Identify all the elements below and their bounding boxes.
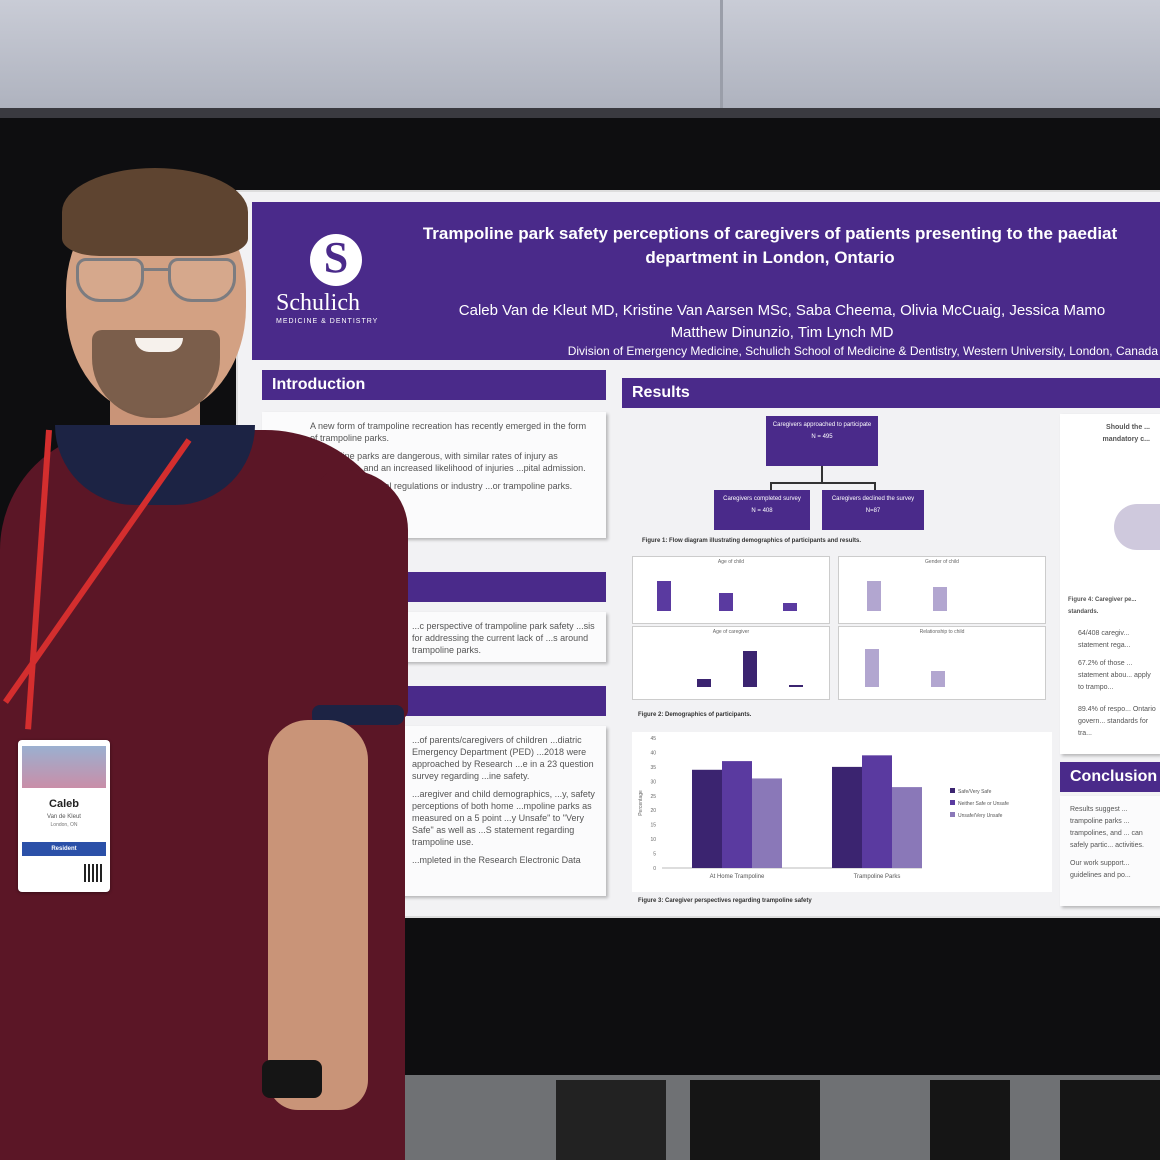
name-badge: Caleb Van de Kleut London, ON Resident xyxy=(18,740,110,892)
figure1-caption: Figure 1: Flow diagram illustrating demo… xyxy=(642,538,862,544)
flow-connector xyxy=(821,466,823,482)
figure3-caption: Figure 3: Caregiver perspectives regardi… xyxy=(638,898,812,904)
bar xyxy=(867,581,881,611)
bar xyxy=(933,587,947,611)
bar xyxy=(862,755,892,868)
bar xyxy=(722,761,752,868)
y-tick-label: 10 xyxy=(650,837,656,843)
conclusion-box: Results suggest ... trampoline parks ...… xyxy=(1060,796,1160,906)
badge-banner-image xyxy=(22,746,106,788)
flow-box-declined: Caregivers declined the survey N=87 xyxy=(822,490,924,530)
mini-chart-relationship: Relationship to child xyxy=(838,626,1046,700)
bar xyxy=(657,581,671,611)
flow-connector xyxy=(874,482,876,490)
mini-chart-age-of-child: Age of child xyxy=(632,556,830,624)
legend-swatch xyxy=(950,812,955,817)
bar xyxy=(692,769,722,868)
bar xyxy=(789,685,803,687)
poster-header: S Schulich MEDICINE & DENTISTRY Trampoli… xyxy=(252,202,1160,360)
bar xyxy=(783,603,797,611)
badge-last-name: Van de Kleut xyxy=(47,814,81,820)
board-frame xyxy=(0,108,1160,118)
badge-role: Resident xyxy=(22,842,106,856)
y-tick-label: 30 xyxy=(650,779,656,785)
introduction-heading: Introduction xyxy=(262,370,606,400)
logo-text: Schulich xyxy=(276,290,360,316)
y-tick-label: 25 xyxy=(650,794,656,800)
bar xyxy=(719,593,733,611)
logo-subtext: MEDICINE & DENTISTRY xyxy=(276,318,379,325)
right-results-box: Should the ... mandatory c... Figure 4: … xyxy=(1060,414,1160,754)
watch-icon xyxy=(262,1060,322,1098)
results-heading: Results xyxy=(622,378,1160,408)
ceiling xyxy=(0,0,1160,110)
bar xyxy=(752,778,782,868)
visitor-legs xyxy=(690,1080,820,1160)
x-tick-label: At Home Trampoline xyxy=(710,874,765,880)
y-axis-label: Percentage xyxy=(638,790,644,816)
bar xyxy=(931,671,945,687)
flow-connector xyxy=(770,482,772,490)
bar xyxy=(697,679,711,687)
person-hair xyxy=(62,168,248,256)
legend-swatch xyxy=(950,788,955,793)
mini-chart-gender-of-child: Gender of child xyxy=(838,556,1046,624)
visitor-legs xyxy=(1060,1080,1160,1160)
flow-box-approached: Caregivers approached to participate N =… xyxy=(766,416,878,466)
schulich-logo-icon xyxy=(310,234,362,286)
poster-authors: Caleb Van de Kleut MD, Kristine Van Aars… xyxy=(458,302,1106,341)
bar xyxy=(743,651,757,687)
bar xyxy=(865,649,879,687)
bar xyxy=(892,787,922,868)
research-poster: S Schulich MEDICINE & DENTISTRY Trampoli… xyxy=(238,192,1160,916)
flow-connector xyxy=(770,482,876,484)
safety-perception-chart: 45 40 35 30 25 20 15 10 5 0 Percentage At Home Tram… xyxy=(632,732,1052,892)
mini-chart-age-of-caregiver: Age of caregiver xyxy=(632,626,830,700)
legend-label: Unsafe/Very Unsafe xyxy=(958,813,1003,819)
y-tick-label: 20 xyxy=(650,808,656,814)
flow-box-completed: Caregivers completed survey N = 408 xyxy=(714,490,810,530)
glasses-icon xyxy=(76,258,240,304)
y-tick-label: 5 xyxy=(653,852,656,858)
visitor-legs xyxy=(556,1080,666,1160)
legend-label: Safe/Very Safe xyxy=(958,789,992,795)
y-tick-label: 15 xyxy=(650,823,656,829)
badge-first-name: Caleb xyxy=(49,798,79,810)
legend-swatch xyxy=(950,800,955,805)
y-tick-label: 40 xyxy=(650,750,656,756)
badge-city: London, ON xyxy=(50,822,78,828)
schulich-logo-mark: S xyxy=(323,233,349,282)
pie-chart xyxy=(1114,504,1160,550)
x-tick-label: Trampoline Parks xyxy=(854,874,901,880)
y-tick-label: 45 xyxy=(650,736,656,742)
shirt-sleeve xyxy=(318,470,408,720)
legend-label: Neither Safe or Unsafe xyxy=(958,801,1009,807)
qr-code-icon xyxy=(84,864,102,882)
y-tick-label: 0 xyxy=(653,866,656,872)
poster-affiliation: Division of Emergency Medicine, Schulich… xyxy=(567,344,1158,358)
person-smile xyxy=(135,338,183,352)
figure2-caption: Figure 2: Demographics of participants. xyxy=(638,712,752,718)
bar xyxy=(832,766,862,868)
visitor-legs xyxy=(930,1080,1010,1160)
person-arm xyxy=(268,720,368,1110)
y-tick-label: 35 xyxy=(650,765,656,771)
poster-title: Trampoline park safety perceptions of ca… xyxy=(422,224,1118,267)
conclusion-heading: Conclusion xyxy=(1060,762,1160,792)
